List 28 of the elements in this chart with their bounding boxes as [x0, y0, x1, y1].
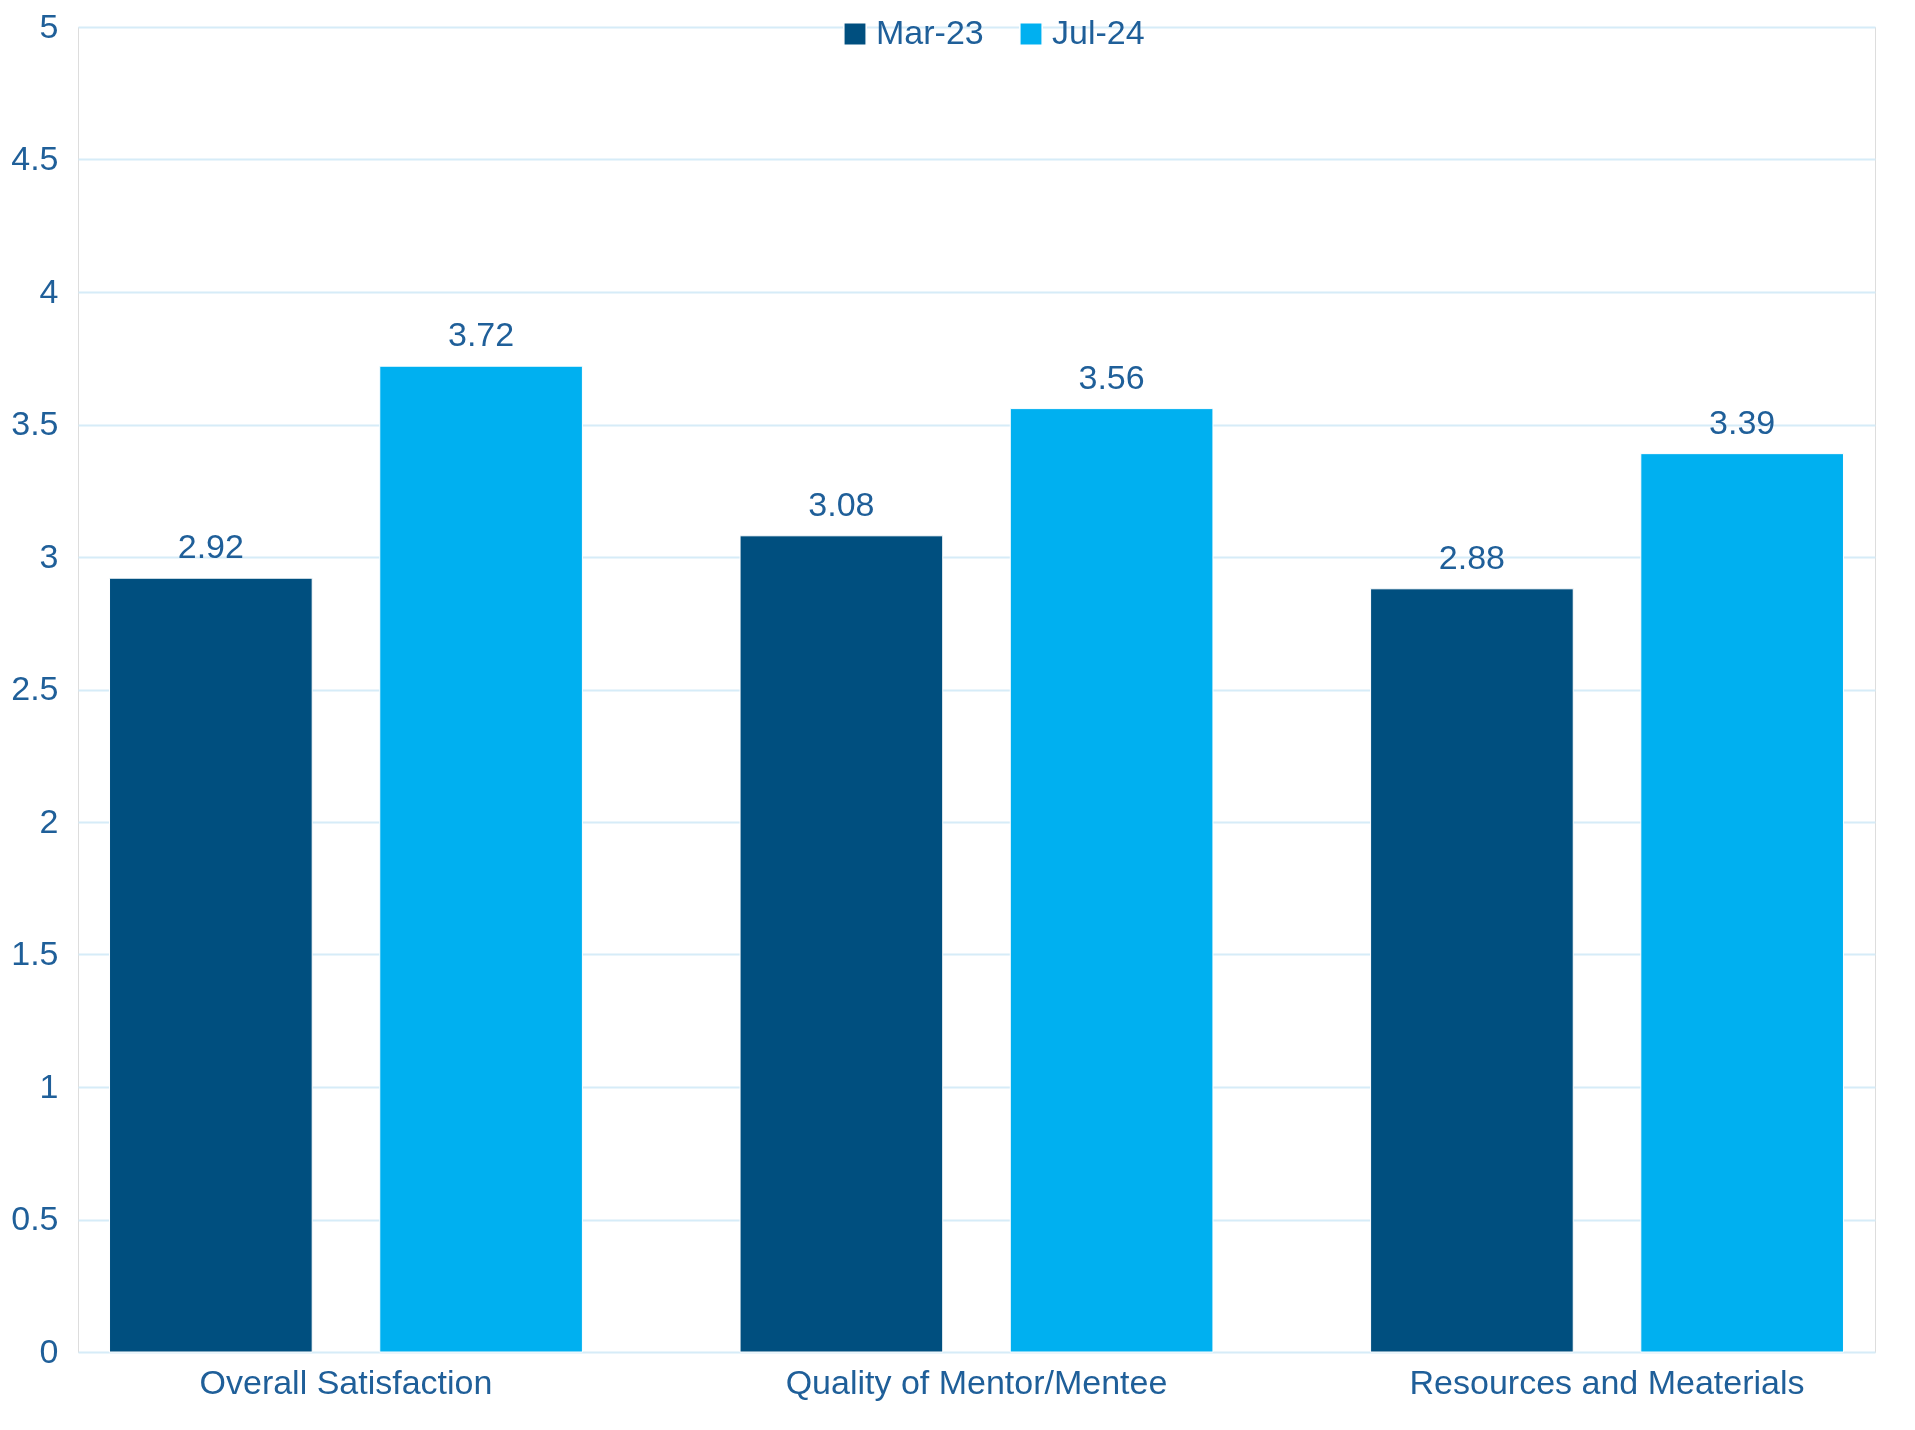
y-tick-label: 2.5 [11, 669, 59, 707]
bar [1009, 408, 1214, 1353]
y-tick-label: 3.5 [11, 404, 59, 442]
data-label: 3.56 [1078, 357, 1145, 396]
bar [1640, 453, 1844, 1353]
bar [739, 535, 944, 1353]
y-tick-label: 1 [39, 1066, 59, 1105]
data-label: 3.72 [447, 315, 515, 354]
bar [109, 577, 313, 1353]
x-tick-label: Resources and Meaterials [1409, 1362, 1805, 1401]
y-tick-label: 5 [39, 6, 59, 45]
data-label: 3.08 [808, 484, 875, 523]
y-tick-label: 4 [39, 271, 59, 310]
legend-label: Jul-24 [1052, 13, 1145, 51]
bar [1370, 588, 1574, 1353]
y-tick-label: 4.5 [11, 139, 59, 177]
y-tick-label: 2 [39, 801, 59, 840]
legend-label: Mar-23 [876, 13, 984, 51]
data-label: 3.39 [1709, 402, 1776, 441]
x-tick-label: Quality of Mentor/Mentee [785, 1362, 1168, 1401]
y-tick-label: 1.5 [11, 934, 59, 972]
y-tick-label: 0.5 [11, 1199, 59, 1237]
x-tick-label: Overall Satisfaction [199, 1362, 493, 1401]
data-label: 2.92 [177, 527, 244, 566]
data-label: 2.88 [1438, 537, 1506, 576]
y-tick-label: 0 [39, 1331, 59, 1370]
y-tick-label: 3 [39, 536, 59, 575]
bar [379, 365, 583, 1353]
